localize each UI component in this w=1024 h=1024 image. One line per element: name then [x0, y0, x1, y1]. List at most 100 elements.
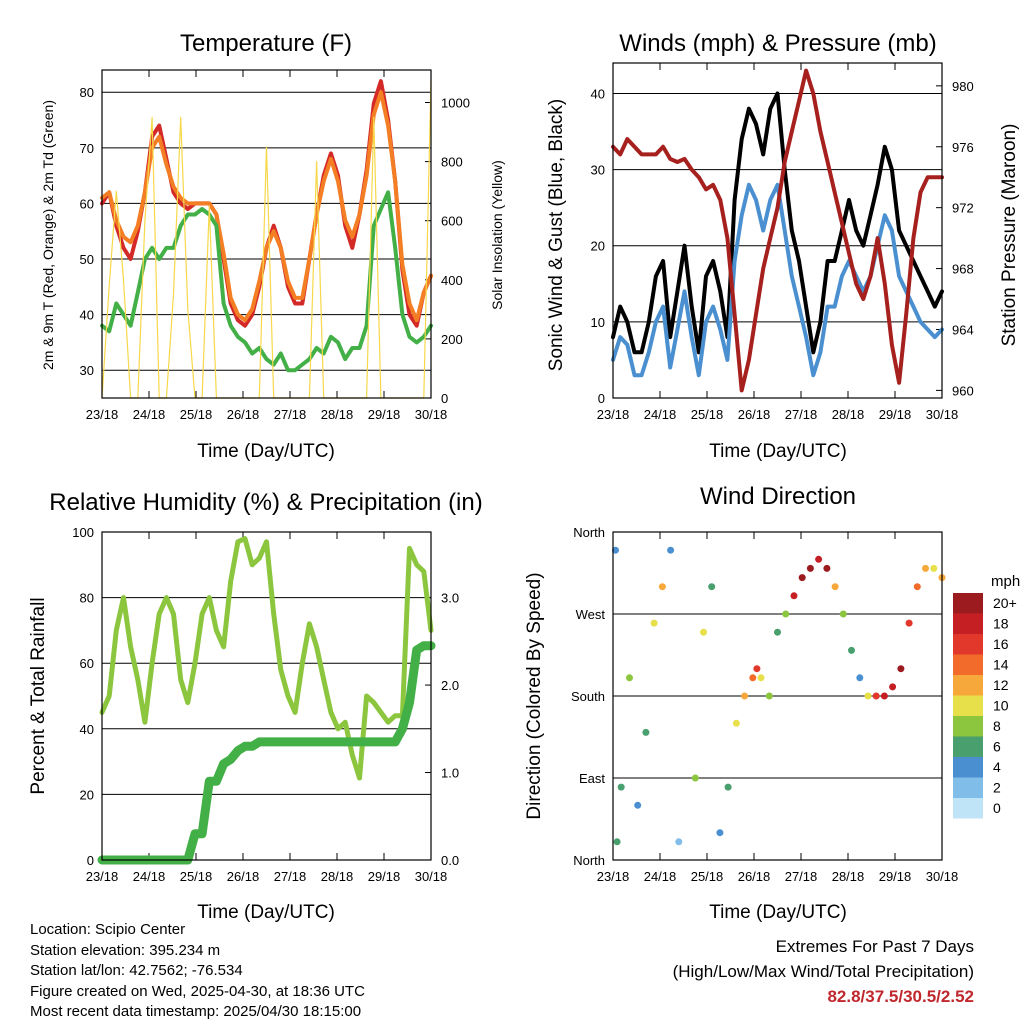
direction-point: [658, 583, 666, 591]
y2tick-winds: 980: [952, 79, 974, 94]
temperature-ylabel: 2m & 9m T (Red, Orange) & 2m Td (Green): [40, 100, 56, 370]
direction-point: [617, 783, 625, 791]
ytick-temperature: 70: [80, 141, 94, 156]
legend-label: 2: [993, 780, 1001, 796]
xtick-direction: 23/18: [597, 869, 630, 884]
direction-point: [831, 583, 839, 591]
extremes-subheading: (High/Low/Max Wind/Total Precipitation): [672, 962, 974, 981]
legend-label: 0: [993, 800, 1001, 816]
y2tick-temperature: 800: [441, 155, 463, 170]
y2tick-temperature: 400: [441, 273, 463, 288]
xtick-temperature: 27/18: [274, 407, 307, 422]
direction-point: [642, 728, 650, 736]
xtick-temperature: 30/18: [415, 407, 448, 422]
ytick-humidity: 20: [80, 787, 94, 802]
temperature-y2label: Solar Insolation (Yellow): [489, 160, 505, 310]
direction-ylabel: Direction (Colored By Speed): [524, 572, 545, 819]
ytick-direction: West: [576, 607, 606, 622]
xtick-humidity: 28/18: [321, 869, 354, 884]
xtick-direction: 27/18: [785, 869, 818, 884]
legend-label: 8: [993, 718, 1001, 734]
xtick-temperature: 24/18: [133, 407, 166, 422]
xtick-humidity: 27/18: [274, 869, 307, 884]
winds-ylabel: Sonic Wind & Gust (Blue, Black): [546, 99, 567, 371]
y2tick-temperature: 1000: [441, 96, 470, 111]
station-location: Location: Scipio Center: [30, 921, 186, 938]
extremes-box: Extremes For Past 7 Days (High/Low/Max W…: [673, 934, 974, 1009]
extremes-heading: Extremes For Past 7 Days: [775, 937, 974, 956]
direction-point: [765, 692, 773, 700]
direction-point: [815, 555, 823, 563]
direction-point: [732, 719, 740, 727]
direction-point: [774, 628, 781, 636]
y2tick-temperature: 0: [441, 391, 448, 406]
direction-point: [856, 674, 864, 682]
direction-point: [897, 665, 905, 673]
ytick-temperature: 80: [80, 85, 94, 100]
series-wind: [611, 182, 944, 378]
series-solar: [101, 78, 432, 399]
y2tick-humidity: 2.0: [441, 678, 459, 693]
series-t9m: [100, 90, 433, 323]
y2tick-temperature: 200: [441, 332, 463, 347]
direction-point: [806, 564, 814, 572]
recent-timestamp: Most recent data timestamp: 2025/04/30 1…: [30, 1003, 362, 1020]
direction-point: [790, 592, 798, 600]
plot-frame-direction: [612, 531, 943, 861]
direction-point: [913, 583, 921, 591]
xtick-direction: 25/18: [691, 869, 724, 884]
legend-swatch: [953, 675, 983, 696]
y2tick-humidity: 1.0: [441, 766, 459, 781]
ytick-winds: 40: [591, 86, 605, 101]
humidity-panel: Relative Humidity (%) & Precipitation (i…: [28, 489, 483, 923]
series-td2m: [100, 190, 433, 373]
legend-label: 10: [993, 698, 1009, 714]
xtick-direction: 29/18: [879, 869, 912, 884]
legend-swatch: [953, 593, 983, 614]
winds-y2label: Station Pressure (Maroon): [999, 124, 1020, 347]
direction-point: [691, 774, 699, 782]
legend-label: 4: [993, 759, 1001, 775]
xtick-winds: 23/18: [597, 407, 630, 422]
xtick-direction: 24/18: [644, 869, 677, 884]
y2tick-winds: 960: [952, 383, 974, 398]
direction-point: [757, 674, 765, 682]
ytick-direction: South: [571, 689, 605, 704]
legend-label: 12: [993, 677, 1009, 693]
ytick-humidity: 80: [80, 591, 94, 606]
xtick-humidity: 26/18: [227, 869, 260, 884]
direction-point: [864, 692, 872, 700]
direction-point: [667, 546, 675, 554]
y2tick-humidity: 0.0: [441, 853, 459, 868]
legend-label: 14: [993, 657, 1009, 673]
xtick-temperature: 25/18: [180, 407, 213, 422]
xtick-direction: 30/18: [926, 869, 959, 884]
ytick-temperature: 50: [80, 252, 94, 267]
ytick-humidity: 60: [80, 656, 94, 671]
ytick-humidity: 0: [87, 853, 94, 868]
legend-label: 20+: [993, 595, 1017, 611]
legend-swatch: [953, 654, 983, 675]
xtick-winds: 29/18: [879, 407, 912, 422]
direction-point: [675, 838, 683, 846]
direction-point: [612, 546, 619, 554]
direction-point: [613, 838, 621, 846]
xtick-humidity: 29/18: [368, 869, 401, 884]
series-gust: [611, 91, 944, 355]
direction-point: [708, 583, 716, 591]
xtick-winds: 24/18: [644, 407, 677, 422]
direction-point: [741, 692, 749, 700]
direction-point: [626, 674, 633, 682]
direction-point: [880, 692, 888, 700]
ytick-winds: 0: [598, 391, 605, 406]
station-info: Location: Scipio Center Station elevatio…: [30, 920, 365, 1023]
direction-point: [782, 610, 790, 618]
humidity-ylabel: Percent & Total Rainfall: [28, 597, 49, 794]
series-rh: [99, 536, 434, 781]
legend-swatch: [953, 757, 983, 778]
direction-point: [905, 619, 913, 627]
xtick-humidity: 30/18: [415, 869, 448, 884]
plot-frame-temperature: [101, 69, 432, 399]
station-elevation: Station elevation: 395.234 m: [30, 941, 221, 959]
legend-label: 18: [993, 616, 1009, 632]
